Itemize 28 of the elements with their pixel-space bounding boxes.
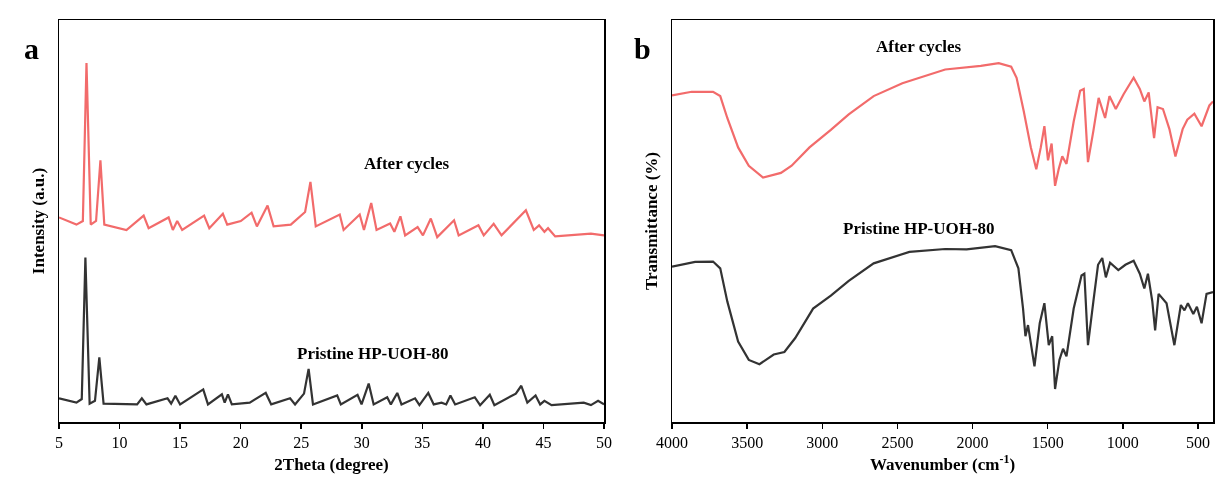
x-tick-label: 500 (1185, 433, 1210, 451)
series-label: Pristine HP-UOH-80 (297, 344, 449, 363)
x-tick-label: 1000 (1106, 433, 1139, 451)
series-label: After cycles (876, 37, 962, 56)
x-tick-label: 20 (232, 433, 249, 451)
x-tick-label: 4000 (656, 433, 688, 451)
y-axis-title: Intensity (a.u.) (29, 167, 49, 275)
series-label: Pristine HP-UOH-80 (843, 219, 995, 238)
x-tick-label: 3000 (806, 433, 839, 451)
x-tick-label: 40 (474, 433, 491, 451)
x-tick-label: 25 (293, 433, 310, 451)
x-tick-label: 2000 (956, 433, 989, 451)
x-tick-label: 2500 (881, 433, 914, 451)
x-tick-label: 15 (172, 433, 189, 451)
series-label: After cycles (364, 154, 450, 173)
x-tick-label: 50 (596, 433, 612, 451)
x-axis-title: 2Theta (degree) (274, 454, 389, 474)
x-tick-label: 5 (55, 433, 63, 451)
x-tick-label: 1500 (1031, 433, 1064, 451)
x-tick-label: 45 (535, 433, 552, 451)
x-axis-title: Wavenumber (cm$^{-1}$) (869, 451, 1016, 474)
text: b (634, 32, 651, 65)
x-tick-label: 30 (353, 433, 370, 451)
text: a (24, 32, 39, 65)
x-tick-label: 10 (111, 433, 128, 451)
x-tick-label: 3500 (731, 433, 764, 451)
y-axis-title: Transmittance (%) (642, 151, 662, 291)
x-tick-label: 35 (414, 433, 431, 451)
